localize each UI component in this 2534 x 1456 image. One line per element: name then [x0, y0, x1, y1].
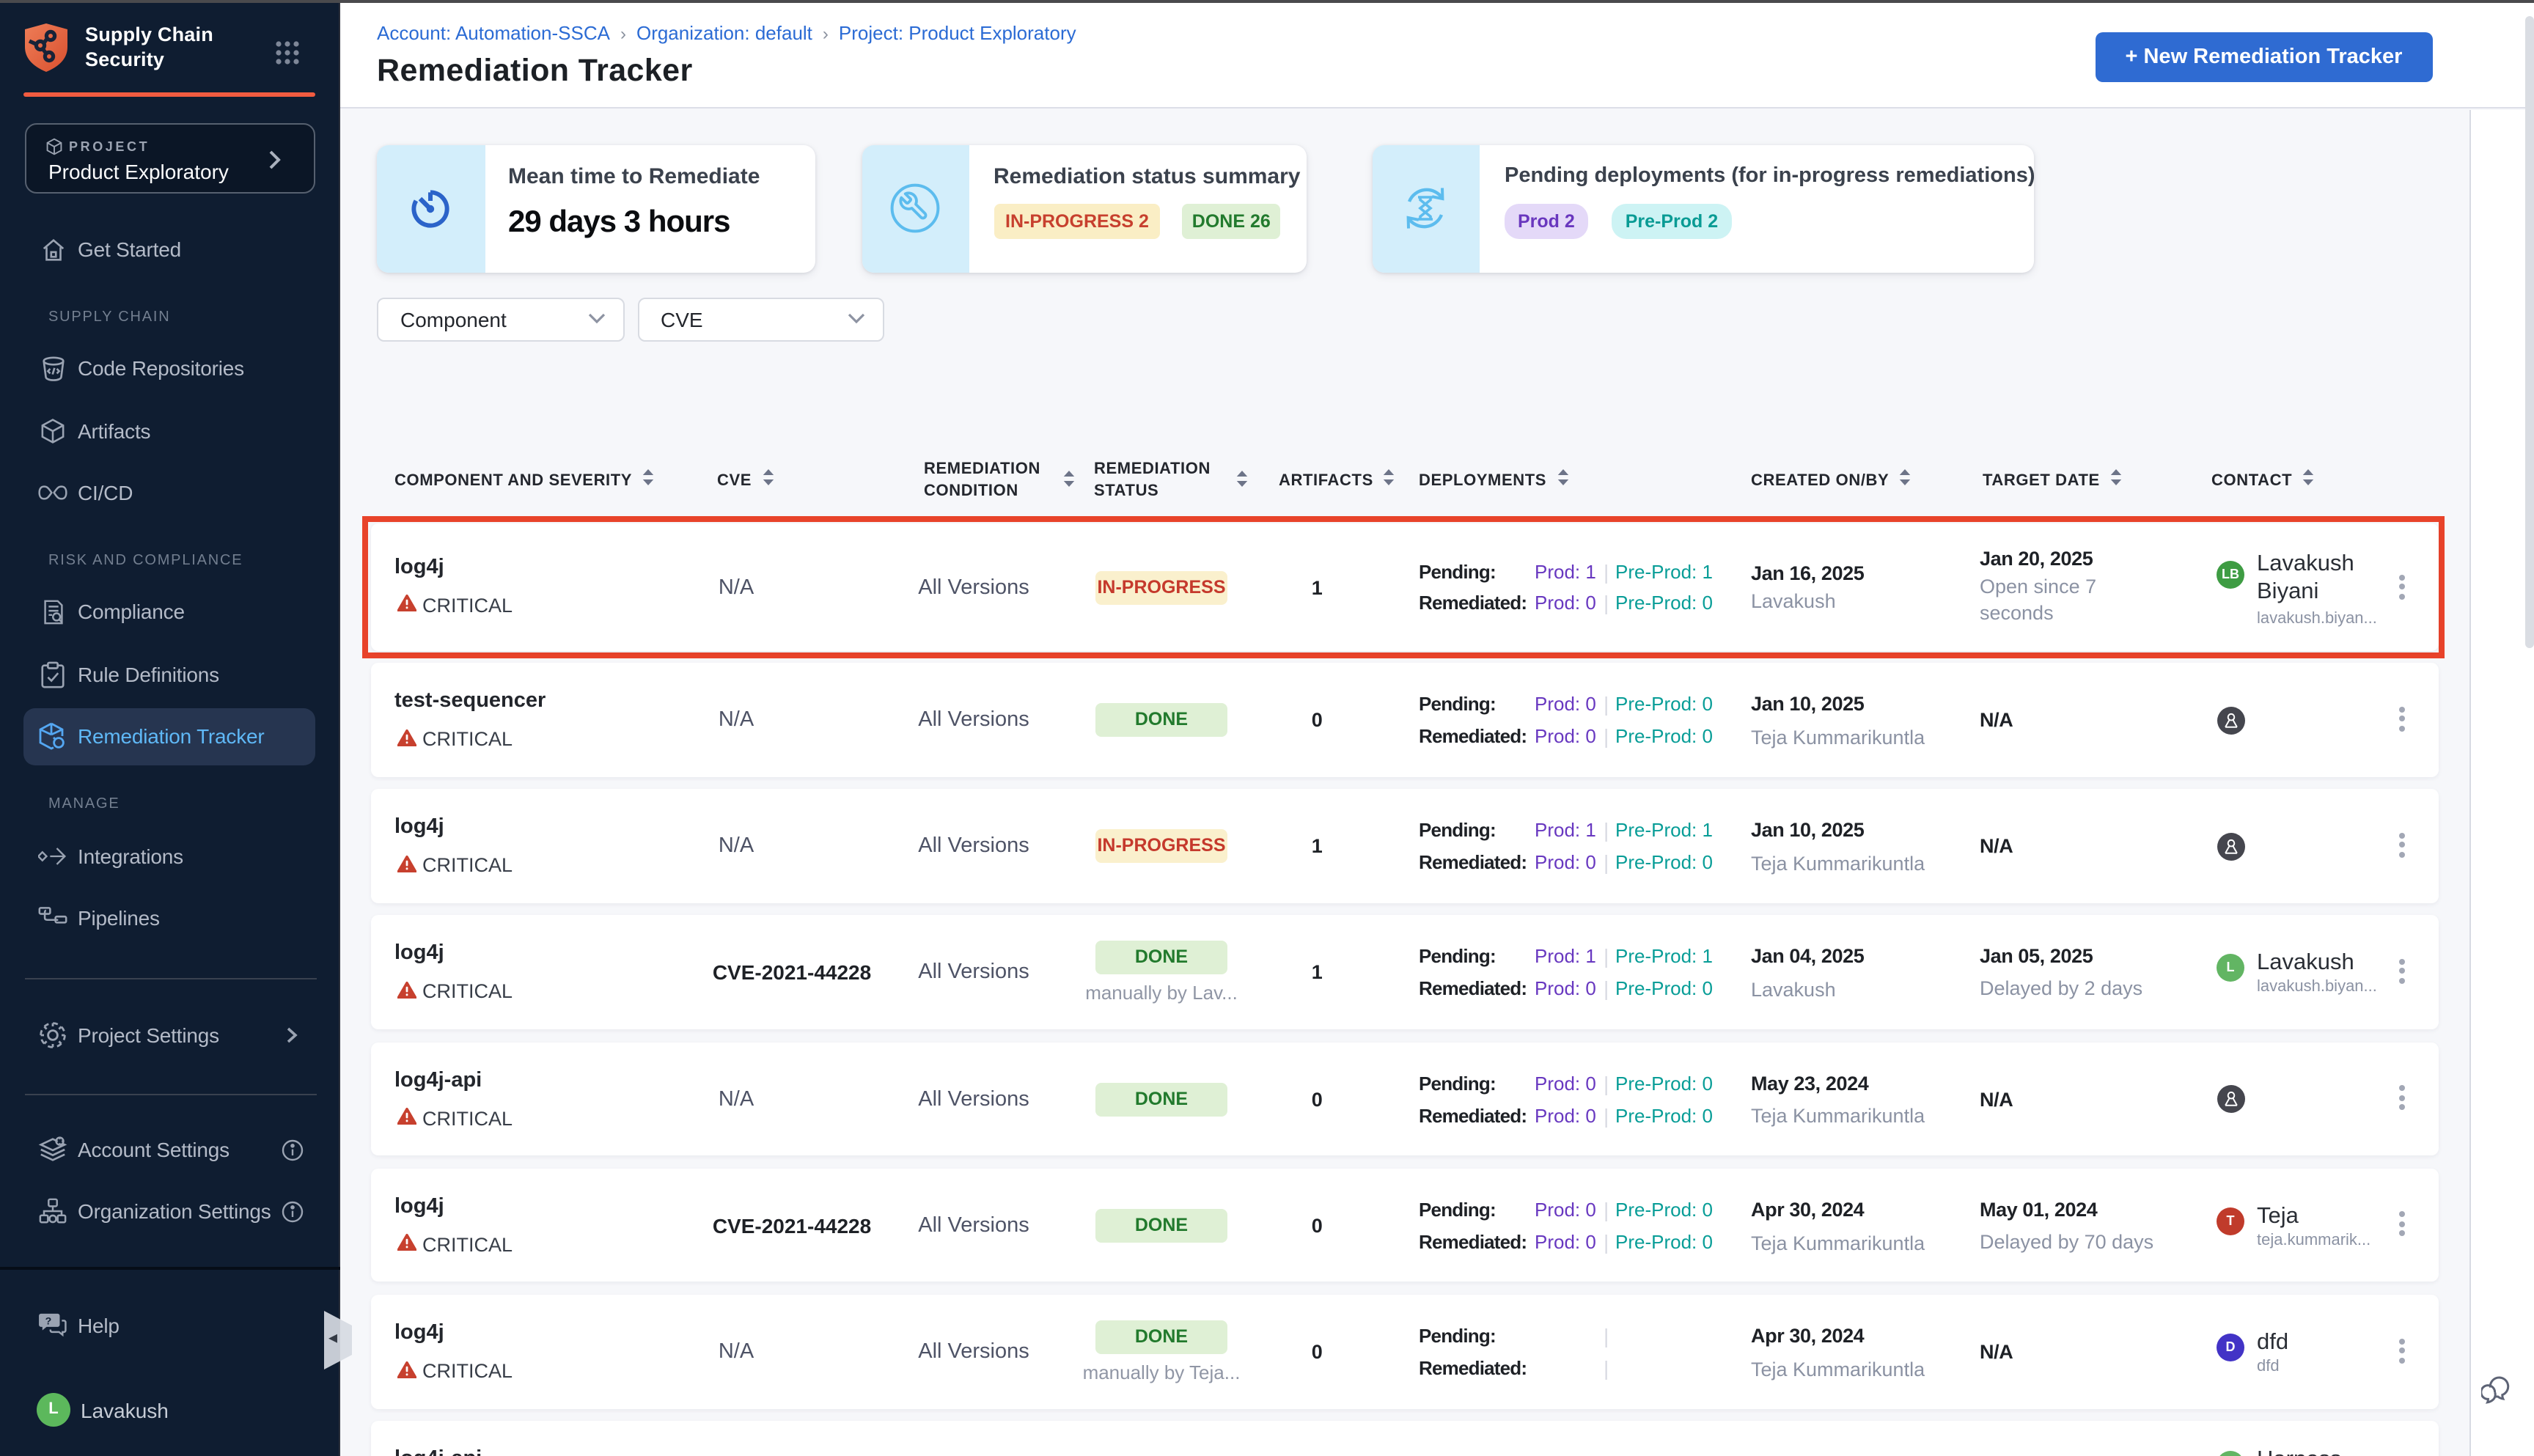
svg-text:?: ? [45, 1315, 52, 1327]
